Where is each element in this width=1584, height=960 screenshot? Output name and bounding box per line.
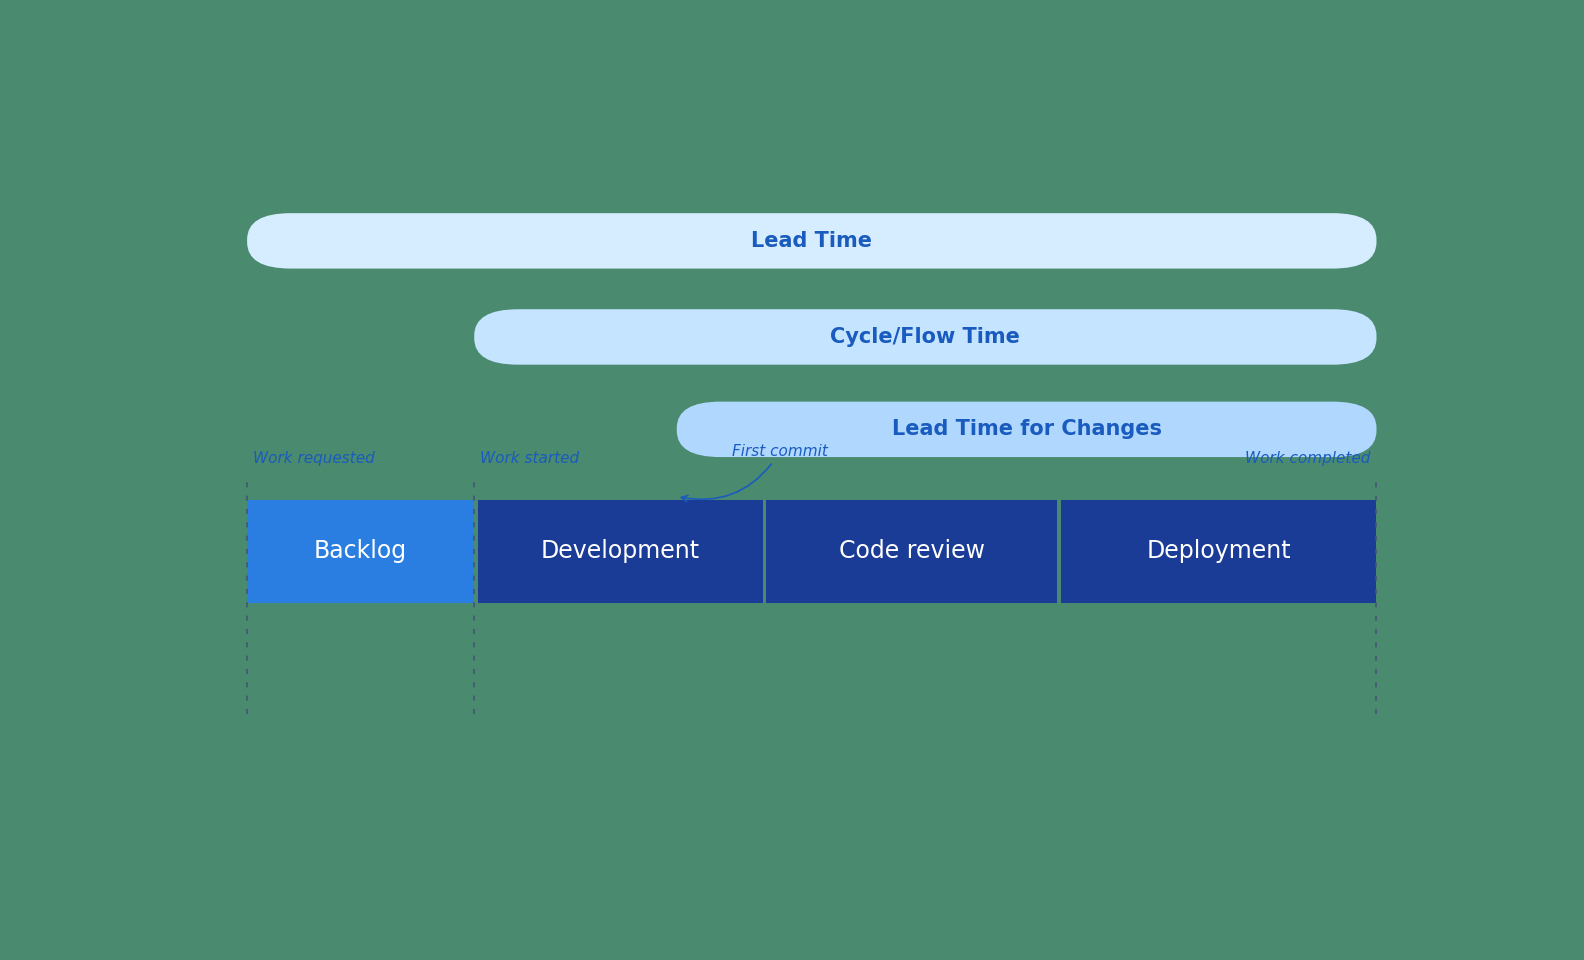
FancyBboxPatch shape xyxy=(676,401,1376,457)
FancyBboxPatch shape xyxy=(247,499,474,603)
Text: Cycle/Flow Time: Cycle/Flow Time xyxy=(830,327,1020,347)
Text: Code review: Code review xyxy=(840,540,985,564)
Text: Backlog: Backlog xyxy=(314,540,407,564)
Text: Lead Time: Lead Time xyxy=(751,230,873,251)
Text: Deployment: Deployment xyxy=(1147,540,1291,564)
Text: Work started: Work started xyxy=(480,451,580,467)
FancyBboxPatch shape xyxy=(1061,499,1376,603)
FancyBboxPatch shape xyxy=(247,213,1376,269)
Text: Development: Development xyxy=(540,540,700,564)
FancyBboxPatch shape xyxy=(474,309,1376,365)
Text: Work completed: Work completed xyxy=(1245,451,1370,467)
FancyBboxPatch shape xyxy=(767,499,1058,603)
Text: Lead Time for Changes: Lead Time for Changes xyxy=(892,420,1161,440)
Text: First commit: First commit xyxy=(681,444,828,501)
FancyBboxPatch shape xyxy=(478,499,763,603)
Text: Work requested: Work requested xyxy=(253,451,375,467)
